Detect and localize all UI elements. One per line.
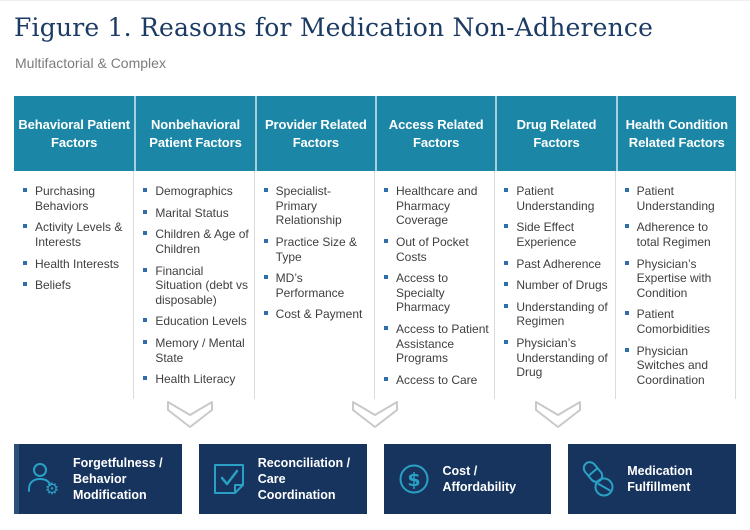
factor-column-body: Healthcare and Pharmacy Coverage Out of P… xyxy=(375,171,496,399)
factor-column: Drug Related Factors Patient Understandi… xyxy=(495,96,616,399)
factor-item: Physician’s Understanding of Drug xyxy=(503,336,610,380)
factor-item: Access to Care xyxy=(383,373,490,388)
factor-column: Health Condition Related Factors Patient… xyxy=(615,96,736,399)
factor-column-body: Demographics Marital Status Children & Age… xyxy=(134,171,255,399)
chevron-down-icon xyxy=(167,401,213,428)
factor-column: Behavioral Patient Factors Purchasing Be… xyxy=(14,96,135,399)
factor-item: Patient Understanding xyxy=(503,184,610,213)
factor-column: Provider Related Factors Specialist-Prim… xyxy=(254,96,375,399)
factor-item: Past Adherence xyxy=(503,257,610,272)
outcome-label: Cost / Affordability xyxy=(442,463,517,494)
factor-column-body: Patient Understanding Adherence to total … xyxy=(616,171,736,399)
factor-item: Healthcare and Pharmacy Coverage xyxy=(383,184,490,228)
factor-item: Practice Size & Type xyxy=(263,235,370,264)
chevron-row xyxy=(0,400,750,432)
svg-text:⚙: ⚙ xyxy=(45,479,59,498)
factor-column-body: Specialist-Primary Relationship Practice … xyxy=(255,171,375,399)
factor-item: Beliefs xyxy=(22,278,129,293)
factor-column-header: Drug Related Factors xyxy=(495,96,616,171)
chevron-down-icon xyxy=(352,401,398,428)
factor-item: Out of Pocket Costs xyxy=(383,235,490,264)
factor-item: Marital Status xyxy=(142,206,249,221)
factor-item: Health Literacy xyxy=(142,372,249,387)
factor-item: Side Effect Experience xyxy=(503,220,610,249)
factor-item: Demographics xyxy=(142,184,249,199)
svg-text:$: $ xyxy=(407,469,420,491)
factor-item: Financial Situation (debt vs disposable) xyxy=(142,264,249,308)
outcome-label: Reconciliation / Care Coordination xyxy=(257,455,351,503)
factor-item: Specialist-Primary Relationship xyxy=(263,184,370,228)
factor-item: MD’s Performance xyxy=(263,271,370,300)
factor-column-header: Nonbehavioral Patient Factors xyxy=(134,96,255,171)
factor-column-body: Purchasing Behaviors Activity Levels & In… xyxy=(14,171,135,399)
factor-item: Patient Comorbidities xyxy=(624,307,731,336)
factor-item: Purchasing Behaviors xyxy=(22,184,129,213)
factor-column-body: Patient Understanding Side Effect Experie… xyxy=(495,171,616,399)
factor-item: Education Levels xyxy=(142,314,249,329)
factor-column-header: Provider Related Factors xyxy=(254,96,375,171)
factor-column-header: Health Condition Related Factors xyxy=(615,96,736,171)
pills-icon xyxy=(583,461,614,497)
outcome-box: Medication Fulfillment xyxy=(568,444,736,514)
page-title: Figure 1. Reasons for Medication Non-Adh… xyxy=(14,13,654,42)
outcomes-row: ⚙ Forgetfulness / Behavior Modification … xyxy=(14,444,736,514)
factor-item: Memory / Mental State xyxy=(142,336,249,365)
factor-column: Nonbehavioral Patient Factors Demographi… xyxy=(134,96,255,399)
factor-item: Adherence to total Regimen xyxy=(624,220,731,249)
factor-column-header: Access Related Factors xyxy=(374,96,496,171)
factor-item: Physician Switches and Coordination xyxy=(624,344,731,388)
page-subtitle: Multifactorial & Complex xyxy=(15,55,166,71)
outcome-label: Medication Fulfillment xyxy=(627,463,693,494)
outcome-box: ⚙ Forgetfulness / Behavior Modification xyxy=(14,444,182,514)
outcome-box: $ Cost / Affordability xyxy=(383,444,552,514)
factors-table: Behavioral Patient Factors Purchasing Be… xyxy=(14,96,736,399)
check-page-icon xyxy=(213,464,244,494)
outcome-label: Forgetfulness / Behavior Modification xyxy=(73,455,163,503)
factor-item: Access to Patient Assistance Programs xyxy=(383,322,490,366)
factor-item: Patient Understanding xyxy=(624,184,731,213)
factor-item: Physician’s Expertise with Condition xyxy=(624,257,731,301)
factor-item: Children & Age of Children xyxy=(142,227,249,256)
factor-item: Cost & Payment xyxy=(263,307,370,322)
factor-item: Understanding of Regimen xyxy=(503,300,610,329)
factor-column-header: Behavioral Patient Factors xyxy=(14,96,135,171)
dollar-circle-icon: $ xyxy=(399,464,428,494)
factor-column: Access Related Factors Healthcare and Ph… xyxy=(374,96,496,399)
person-gear-icon: ⚙ xyxy=(28,463,59,498)
outcome-box: Reconciliation / Care Coordination xyxy=(198,444,367,514)
factor-item: Activity Levels & Interests xyxy=(22,220,129,249)
chevron-down-icon xyxy=(535,401,581,428)
factor-item: Number of Drugs xyxy=(503,278,610,293)
factor-item: Access to Specialty Pharmacy xyxy=(383,271,490,315)
factor-item: Health Interests xyxy=(22,257,129,272)
